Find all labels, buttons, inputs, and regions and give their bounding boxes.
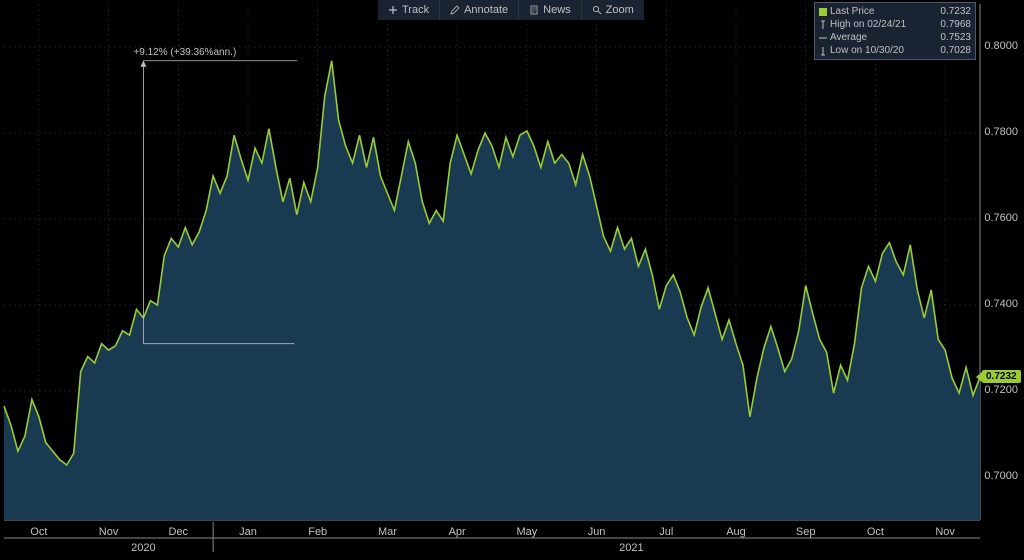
- x-axis-tick: Apr: [449, 526, 466, 538]
- magnify-icon: [592, 5, 602, 15]
- marker-icon: [819, 7, 827, 15]
- chart-toolbar: Track Annotate News Zoom: [378, 0, 644, 20]
- y-axis-tick: 0.7800: [984, 126, 1018, 138]
- x-year-label: 2021: [619, 542, 643, 554]
- toolbar-label: Annotate: [464, 4, 508, 16]
- info-value: 0.7523: [940, 31, 971, 44]
- toolbar-label: Zoom: [606, 4, 634, 16]
- info-row: High on 02/24/21 0.7968: [819, 18, 971, 31]
- marker-icon: [819, 20, 827, 28]
- y-axis-tick: 0.8000: [984, 40, 1018, 52]
- x-axis-tick: Jul: [659, 526, 673, 538]
- toolbar-label: News: [543, 4, 571, 16]
- info-label: High on 02/24/21: [830, 19, 906, 30]
- y-axis-tick: 0.7200: [984, 384, 1018, 396]
- info-value: 0.7232: [940, 5, 971, 18]
- info-panel: Last Price0.7232High on 02/24/210.7968Av…: [814, 2, 976, 60]
- info-label: Average: [830, 32, 867, 43]
- x-axis-tick: Oct: [30, 526, 47, 538]
- plus-icon: [388, 5, 398, 15]
- y-axis-tick: 0.7600: [984, 212, 1018, 224]
- x-axis-tick: Nov: [99, 526, 119, 538]
- x-axis-tick: Jan: [239, 526, 257, 538]
- marker-icon: [819, 33, 827, 41]
- y-axis-tick: 0.7400: [984, 298, 1018, 310]
- x-axis-tick: Sep: [796, 526, 816, 538]
- marker-icon: [819, 46, 827, 54]
- info-value: 0.7968: [940, 18, 971, 31]
- toolbar-label: Track: [402, 4, 429, 16]
- x-axis-tick: Mar: [378, 526, 397, 538]
- toolbar-zoom[interactable]: Zoom: [582, 0, 644, 20]
- pencil-icon: [450, 5, 460, 15]
- annotation-text: +9.12% (+39.36%ann.): [133, 47, 236, 58]
- toolbar-annotate[interactable]: Annotate: [440, 0, 519, 20]
- info-value: 0.7028: [940, 44, 971, 57]
- x-axis-tick: Dec: [169, 526, 189, 538]
- chart-container: { "toolbar": { "items": [ {"icon": "plus…: [0, 0, 1024, 560]
- toolbar-track[interactable]: Track: [378, 0, 440, 20]
- x-axis-tick: Jun: [588, 526, 606, 538]
- price-chart: [0, 0, 1024, 560]
- info-label: Low on 10/30/20: [830, 45, 904, 56]
- info-row: Average 0.7523: [819, 31, 971, 44]
- info-label: Last Price: [830, 6, 874, 17]
- y-axis-tick: 0.7000: [984, 470, 1018, 482]
- x-axis-tick: May: [516, 526, 537, 538]
- x-year-label: 2020: [131, 542, 155, 554]
- x-axis-tick: Oct: [867, 526, 884, 538]
- x-axis-tick: Feb: [308, 526, 327, 538]
- info-row: Low on 10/30/20 0.7028: [819, 44, 971, 57]
- last-price-tag: 0.7232: [982, 370, 1021, 383]
- x-axis-tick: Nov: [935, 526, 955, 538]
- info-row: Last Price 0.7232: [819, 5, 971, 18]
- doc-icon: [529, 5, 539, 15]
- x-axis-tick: Aug: [726, 526, 746, 538]
- toolbar-news[interactable]: News: [519, 0, 582, 20]
